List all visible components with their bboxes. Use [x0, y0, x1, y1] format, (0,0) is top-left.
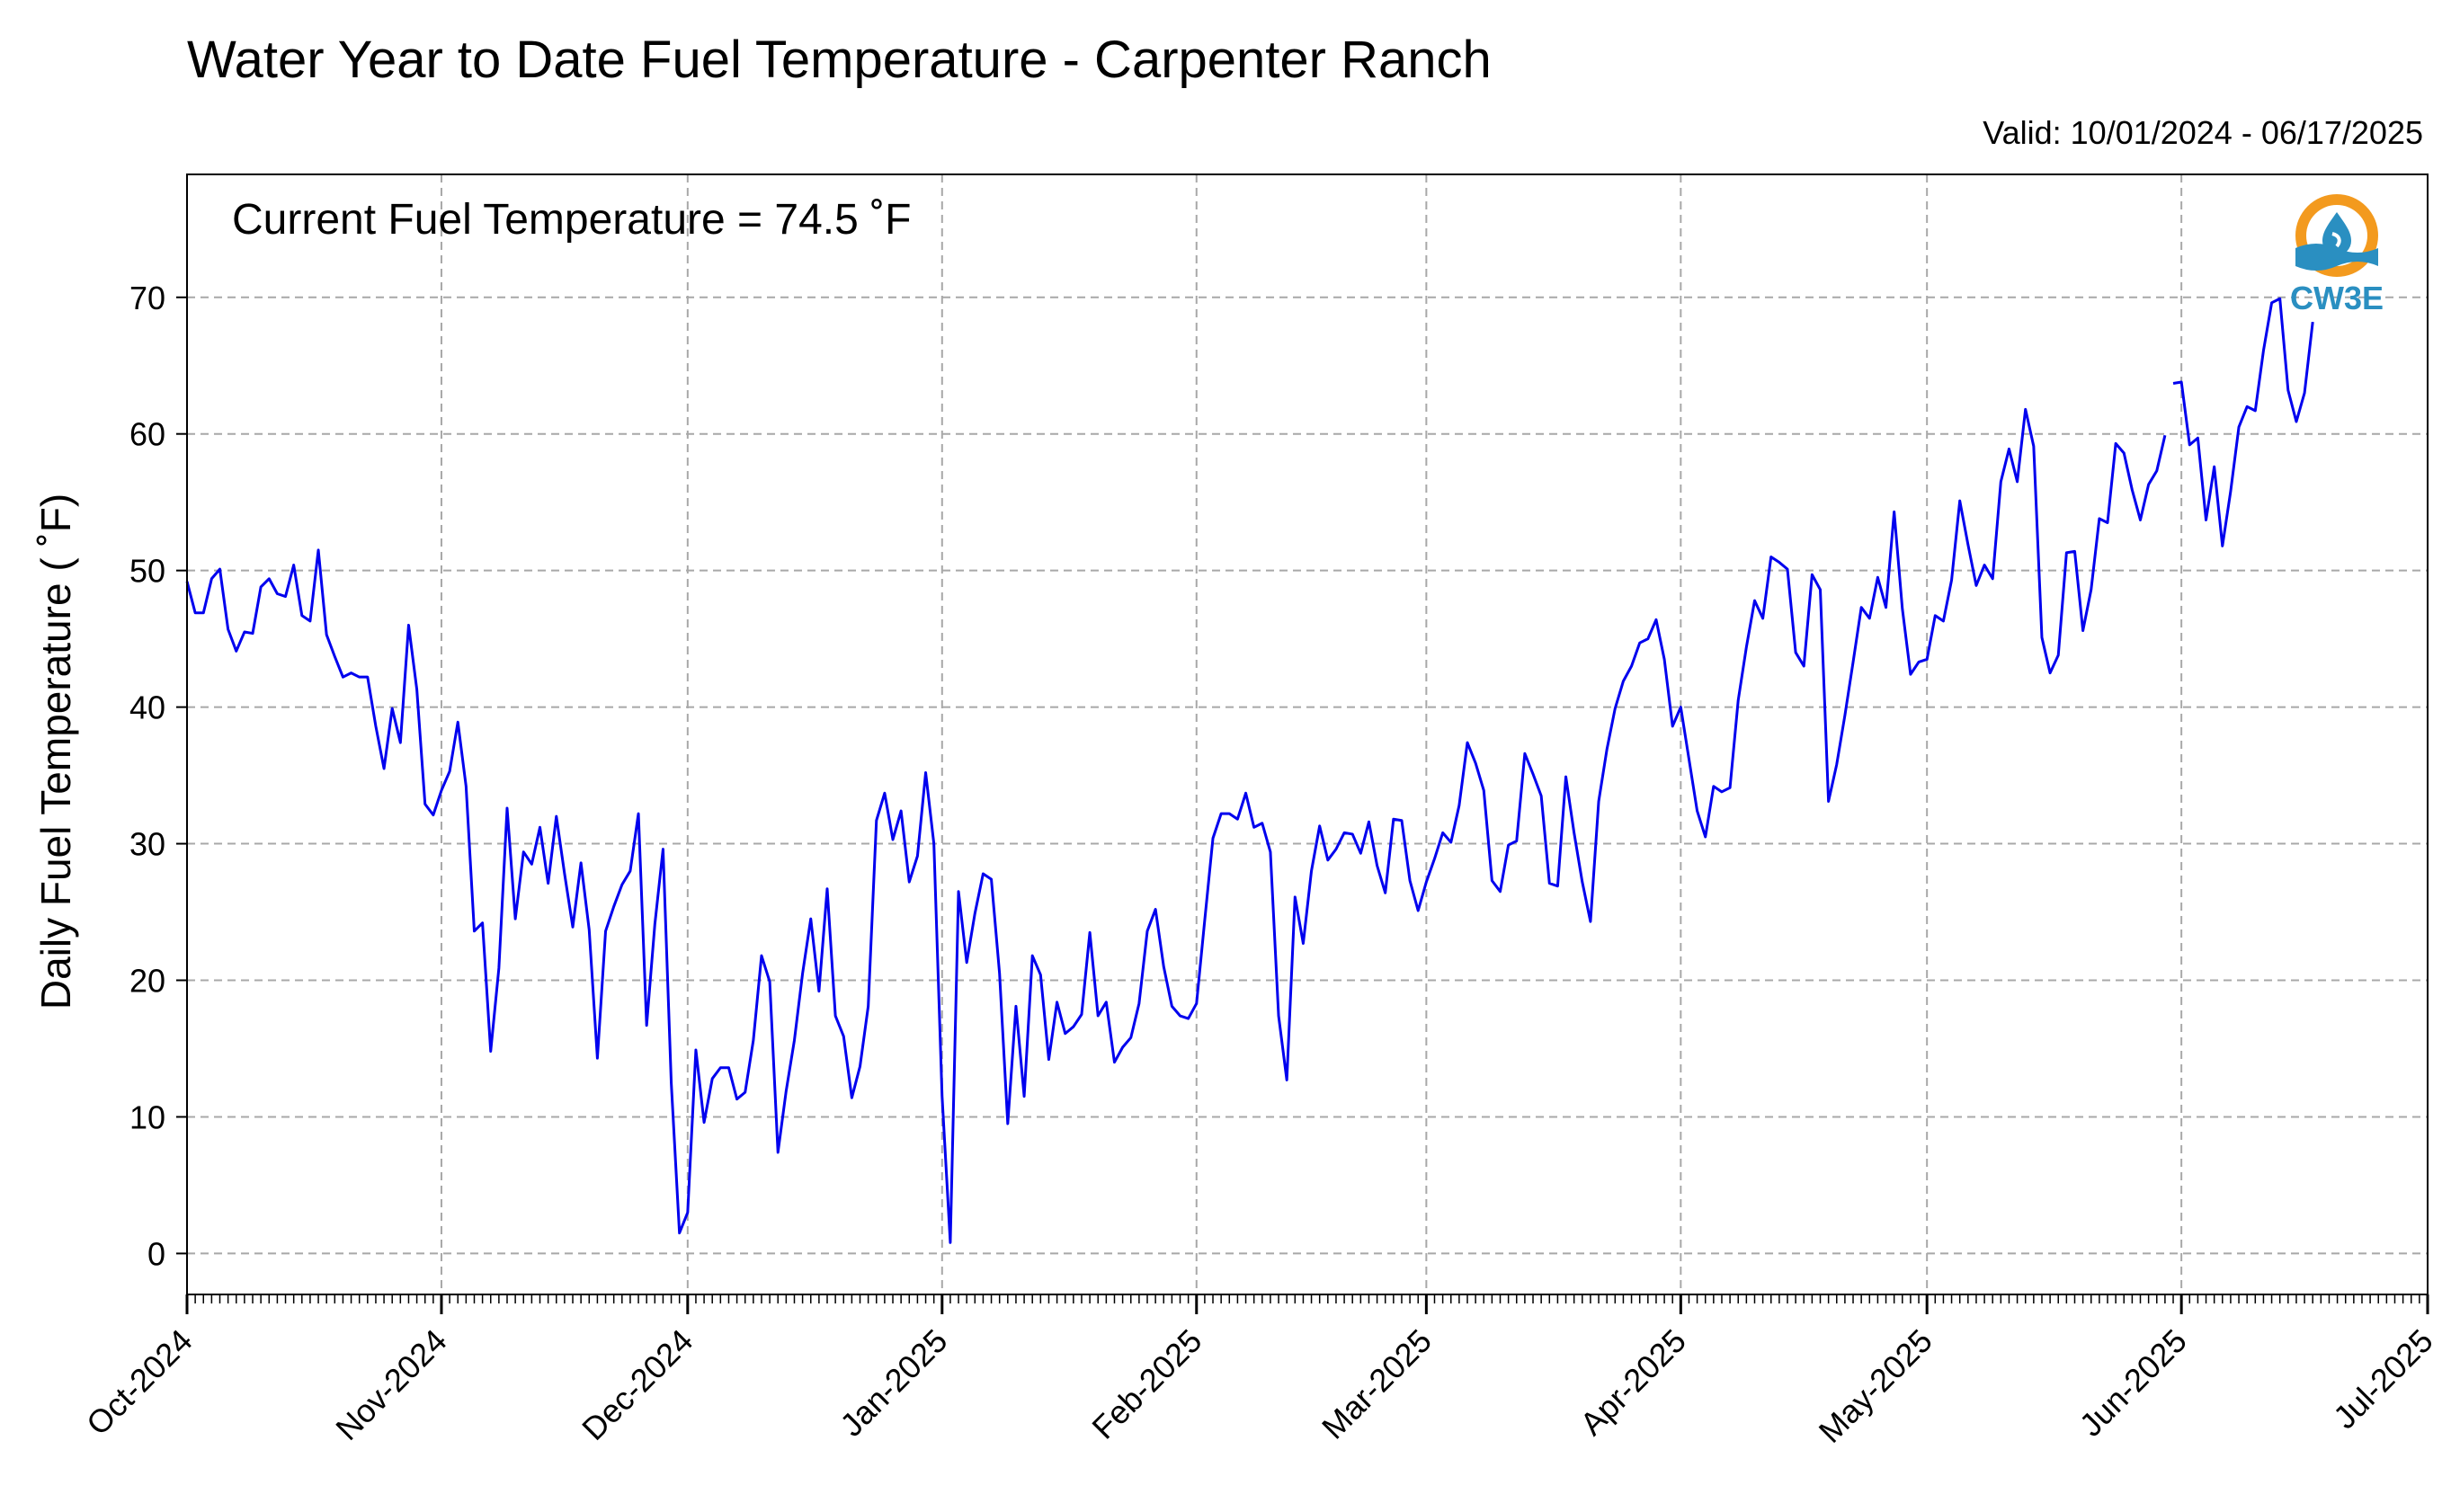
current-fuel-temperature: Current Fuel Temperature = 74.5 ˚F	[232, 196, 911, 244]
x-tick-label: Feb-2025	[1084, 1322, 1208, 1446]
fuel-temperature-line-segment	[185, 407, 2167, 1244]
x-tick-label: Nov-2024	[328, 1322, 453, 1447]
chart-title: Water Year to Date Fuel Temperature - Ca…	[187, 31, 1492, 89]
x-tick-label: Dec-2024	[575, 1322, 700, 1447]
x-tick-labels: Oct-2024 Nov-2024 Dec-2024 Jan-2025 Feb-2025…	[79, 1322, 2440, 1450]
x-tick-label: Apr-2025	[1573, 1322, 1693, 1443]
y-tick-label: 40	[129, 689, 165, 726]
plot-area	[186, 173, 2429, 1295]
x-tick-label: Jun-2025	[2072, 1322, 2194, 1444]
x-tick-label: Jan-2025	[833, 1322, 954, 1444]
logo-wave-icon	[2295, 244, 2378, 271]
x-minor-ticks	[186, 1294, 2429, 1303]
y-tick-label: 60	[129, 416, 165, 453]
y-tick-label: 70	[129, 280, 165, 316]
y-tick-label: 20	[129, 963, 165, 1000]
y-tick-label: 50	[129, 553, 165, 590]
x-tick-label: Oct-2024	[79, 1322, 200, 1443]
logo-text: CW3E	[2290, 280, 2384, 316]
y-axis-label: Daily Fuel Temperature ( ˚F)	[32, 494, 79, 1009]
cw3e-logo: CW3E	[2290, 194, 2384, 316]
grid-lines	[187, 174, 2428, 1294]
series-line	[185, 297, 2314, 1244]
x-major-ticks	[185, 1294, 2429, 1314]
x-tick-label: Jul-2025	[2326, 1322, 2440, 1436]
y-tick-label: 30	[129, 826, 165, 863]
y-tick-labels: 0 10 20 30 40 50 60 70	[129, 280, 187, 1272]
valid-date-range: Valid: 10/01/2024 - 06/17/2025	[1983, 114, 2423, 151]
y-tick-label: 0	[147, 1235, 165, 1272]
x-tick-label: May-2025	[1812, 1322, 1939, 1450]
y-tick-label: 10	[129, 1098, 165, 1135]
x-tick-label: Mar-2025	[1315, 1322, 1439, 1446]
fuel-temperature-line-segment	[2172, 297, 2314, 547]
